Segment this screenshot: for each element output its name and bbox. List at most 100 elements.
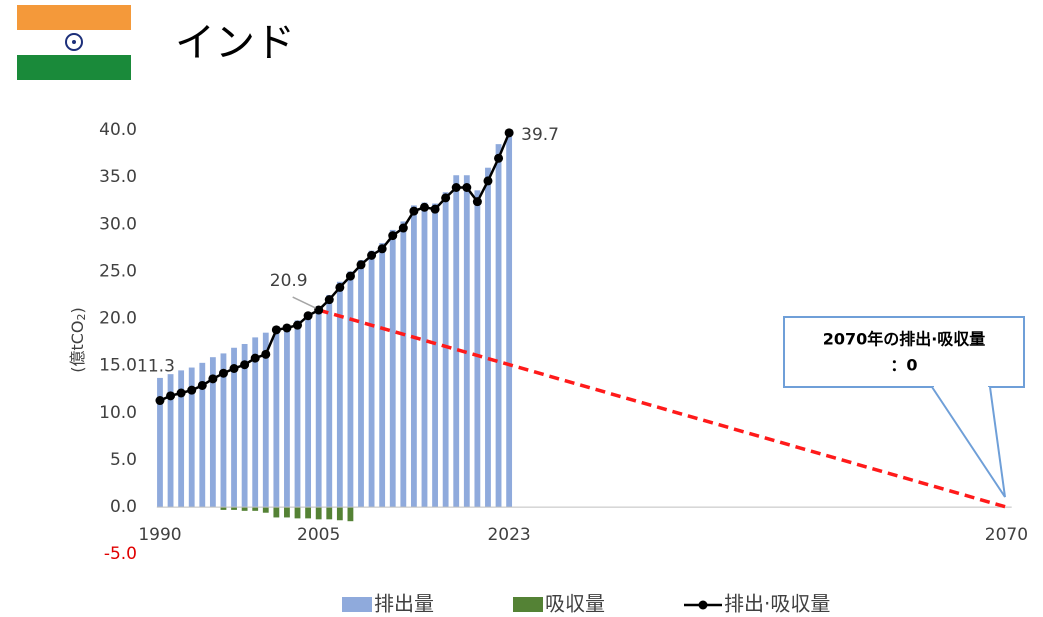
y-axis-label-part: ) <box>68 307 87 313</box>
line-marker <box>208 374 218 384</box>
bar <box>421 202 428 508</box>
y-tick-label: 20.0 <box>99 309 137 329</box>
chart-title: インド <box>175 20 295 66</box>
bar <box>410 205 417 508</box>
bar <box>231 347 237 508</box>
bar <box>209 357 216 508</box>
line-marker <box>483 176 493 186</box>
line-marker <box>367 250 377 260</box>
line-marker <box>409 206 419 216</box>
line-marker <box>388 231 398 241</box>
x-tick-label: 1990 <box>138 525 181 545</box>
bar <box>347 507 354 522</box>
line-marker <box>451 183 461 193</box>
legend-swatch <box>342 597 372 612</box>
y-tick-label: 25.0 <box>99 261 137 281</box>
bar <box>262 507 269 513</box>
line-marker <box>472 197 482 207</box>
line-marker <box>166 391 176 401</box>
bar <box>432 203 438 508</box>
x-tick-label: 2023 <box>487 525 530 545</box>
bar <box>284 507 290 518</box>
bar <box>474 190 481 508</box>
line-marker <box>335 282 345 292</box>
bar <box>389 229 396 508</box>
data-label: 39.7 <box>521 125 559 145</box>
y-tick-label: 40.0 <box>99 120 137 140</box>
y-axis-label: (億tCO2) <box>68 307 89 373</box>
bar <box>495 144 502 508</box>
target-line <box>318 308 1007 509</box>
line-marker <box>345 271 355 281</box>
legend-label: 排出量 <box>374 592 434 616</box>
bar <box>326 507 333 520</box>
bar <box>336 507 343 521</box>
y-tick-label: 0.0 <box>110 497 137 517</box>
bar <box>252 337 259 508</box>
line-marker <box>229 363 239 373</box>
x-tick-label: 2070 <box>985 525 1028 545</box>
line-marker <box>282 323 292 333</box>
line-marker <box>377 244 387 254</box>
legend-swatch <box>513 597 543 612</box>
callout: 2070年の排出·吸収量 ：0 <box>783 316 1025 498</box>
bar <box>315 306 322 508</box>
bar <box>368 250 375 508</box>
bar <box>241 507 248 511</box>
line-marker <box>218 368 228 378</box>
data-label: 11.3 <box>137 357 175 377</box>
bar <box>199 362 206 508</box>
line-marker <box>462 183 472 193</box>
bar <box>294 320 301 508</box>
y-tick-label: -5.0 <box>104 544 137 564</box>
data-label: 20.9 <box>270 271 308 291</box>
line-marker <box>356 260 366 270</box>
bar <box>315 507 322 520</box>
line-marker <box>197 380 207 390</box>
y-axis-label-sub: 2 <box>75 313 88 320</box>
y-tick-label: 15.0 <box>99 356 137 376</box>
bar <box>273 327 280 508</box>
y-tick-label: 30.0 <box>99 214 137 234</box>
bar <box>463 175 470 508</box>
bar <box>294 507 301 519</box>
line-marker <box>303 311 313 321</box>
bar <box>262 332 269 508</box>
bar <box>379 243 386 508</box>
callout-text: 2070年の排出·吸収量 <box>823 330 986 349</box>
bar <box>252 507 259 511</box>
bar <box>326 294 333 508</box>
line-marker <box>261 349 271 359</box>
callout-text: ：0 <box>890 356 917 375</box>
bar <box>453 175 460 508</box>
y-tick-label: 5.0 <box>110 450 137 470</box>
line-marker <box>176 388 186 398</box>
bar <box>400 221 407 508</box>
line-marker <box>187 385 197 395</box>
line-marker <box>419 202 429 212</box>
line-marker <box>155 396 165 406</box>
line-marker <box>293 320 303 330</box>
bar <box>178 370 185 508</box>
bar <box>241 343 248 508</box>
line-marker <box>398 223 408 233</box>
bar <box>336 281 343 508</box>
legend-label: 吸収量 <box>545 592 605 616</box>
bar <box>157 377 163 508</box>
flag <box>17 5 131 80</box>
line-marker <box>504 128 514 138</box>
bar <box>347 271 354 508</box>
line-marker <box>271 325 281 335</box>
legend-label: 排出·吸収量 <box>724 592 830 616</box>
bar <box>506 130 513 508</box>
y-axis-label-part: (億tCO <box>68 320 87 372</box>
line-marker <box>250 353 260 363</box>
leader-line <box>292 296 317 309</box>
bar <box>188 367 195 508</box>
bar <box>284 325 290 508</box>
bar <box>305 507 312 519</box>
bar <box>220 353 227 508</box>
line-marker <box>314 305 324 315</box>
legend-swatch <box>698 600 708 610</box>
